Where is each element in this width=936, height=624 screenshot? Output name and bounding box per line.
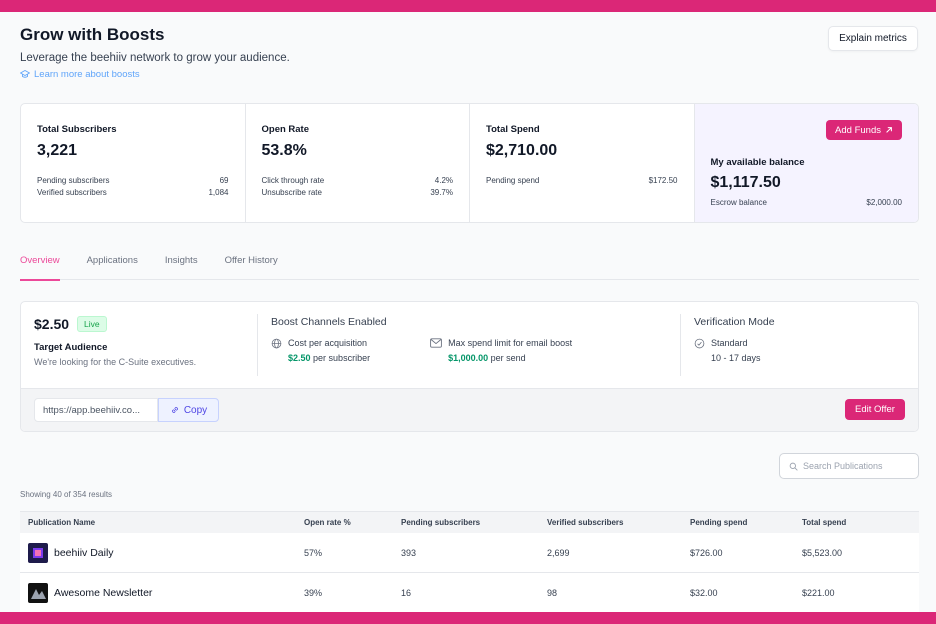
page-subtitle: Leverage the beehiiv network to grow you… bbox=[20, 52, 290, 64]
stat-label: Total Subscribers bbox=[37, 124, 117, 135]
copy-button[interactable]: Copy bbox=[158, 398, 219, 422]
cpa-value: $2.50 bbox=[288, 353, 311, 363]
status-badge: Live bbox=[77, 316, 107, 332]
offer-price-section: $2.50 Live Target Audience We're looking… bbox=[21, 314, 258, 376]
cell-total-spend: $5,523.00 bbox=[802, 547, 843, 558]
stat-value: $1,117.50 bbox=[710, 174, 781, 191]
cell-pending-spend: $726.00 bbox=[690, 547, 723, 558]
cell-verified-subscribers: 98 bbox=[547, 587, 558, 598]
tab-applications[interactable]: Applications bbox=[86, 255, 138, 266]
channels-title: Boost Channels Enabled bbox=[271, 316, 387, 328]
table-row[interactable]: Awesome Newsletter 39% 16 98 $32.00 $221… bbox=[20, 573, 919, 612]
target-audience-text: We're looking for the C-Suite executives… bbox=[34, 357, 197, 367]
learn-more-label: Learn more about boosts bbox=[34, 69, 140, 80]
balance-card: Add Funds My available balance $1,117.50… bbox=[694, 104, 918, 222]
publications-table: Publication Name Open rate % Pending sub… bbox=[20, 511, 919, 612]
envelope-icon bbox=[430, 338, 442, 348]
verification-mode-label: Standard bbox=[711, 338, 748, 348]
open-rate-card: Open Rate 53.8% Click through rate 4.2% U… bbox=[246, 104, 470, 222]
cell-verified-subscribers: 2,699 bbox=[547, 547, 570, 558]
tab-bar: Overview Applications Insights Offer His… bbox=[20, 255, 919, 281]
column-header[interactable]: Pending subscribers bbox=[401, 518, 481, 527]
stat-row: Escrow balance $2,000.00 bbox=[710, 198, 903, 207]
column-header[interactable]: Pending spend bbox=[690, 518, 748, 527]
verification-section: Verification Mode Standard 10 - 17 days bbox=[681, 314, 918, 388]
cell-open-rate: 39% bbox=[304, 587, 323, 598]
publication-thumbnail bbox=[28, 582, 48, 603]
cpa-suffix: per subscriber bbox=[313, 353, 371, 363]
table-header: Publication Name Open rate % Pending sub… bbox=[20, 511, 919, 533]
stats-panel: Total Subscribers 3,221 Pending subscrib… bbox=[20, 103, 919, 223]
email-channel: Max spend limit for email boost $1,000.0… bbox=[430, 338, 572, 363]
publication-thumbnail bbox=[28, 542, 48, 563]
offer-panel: $2.50 Live Target Audience We're looking… bbox=[20, 301, 919, 432]
tab-insights[interactable]: Insights bbox=[164, 255, 198, 266]
email-value: $1,000.00 bbox=[448, 353, 489, 363]
email-label: Max spend limit for email boost bbox=[448, 338, 573, 348]
stat-row: Pending subscribers 69 bbox=[37, 176, 229, 185]
globe-icon bbox=[271, 338, 282, 349]
publication-name: beehiiv Daily bbox=[54, 546, 114, 559]
cell-pending-subscribers: 393 bbox=[401, 547, 417, 558]
copy-label: Copy bbox=[183, 404, 208, 416]
table-row[interactable]: beehiiv Daily 57% 393 2,699 $726.00 $5,5… bbox=[20, 533, 919, 573]
offer-url-field[interactable]: https://app.beehiiv.co... bbox=[34, 398, 158, 422]
cpa-label: Cost per acquisition bbox=[288, 338, 368, 348]
cpa-channel: Cost per acquisition $2.50 per subscribe… bbox=[271, 338, 370, 363]
cell-total-spend: $221.00 bbox=[802, 587, 835, 598]
total-spend-card: Total Spend $2,710.00 Pending spend $172.… bbox=[470, 104, 695, 222]
learn-more-link[interactable]: Learn more about boosts bbox=[20, 69, 140, 80]
stat-value: 53.8% bbox=[261, 142, 307, 159]
column-header[interactable]: Verified subscribers bbox=[547, 518, 624, 527]
tab-offer-history[interactable]: Offer History bbox=[224, 255, 278, 266]
edit-offer-button[interactable]: Edit Offer bbox=[845, 399, 905, 420]
cell-open-rate: 57% bbox=[304, 547, 323, 558]
stat-label: Total Spend bbox=[486, 124, 540, 135]
boost-channels-section: Boost Channels Enabled Cost per acquisit… bbox=[258, 314, 681, 376]
arrow-up-right-icon bbox=[886, 127, 892, 133]
offer-price: $2.50 bbox=[34, 316, 70, 332]
email-suffix: per send bbox=[490, 353, 526, 363]
verification-days: 10 - 17 days bbox=[711, 353, 761, 363]
cell-pending-subscribers: 16 bbox=[401, 587, 412, 598]
search-input[interactable] bbox=[803, 461, 913, 471]
add-funds-label: Add Funds bbox=[835, 124, 881, 136]
column-header[interactable]: Publication Name bbox=[28, 518, 96, 527]
stat-row: Click through rate 4.2% bbox=[261, 176, 454, 185]
column-header[interactable]: Open rate % bbox=[304, 518, 351, 527]
add-funds-button[interactable]: Add Funds bbox=[826, 120, 902, 140]
total-subscribers-card: Total Subscribers 3,221 Pending subscrib… bbox=[21, 104, 246, 222]
search-box[interactable] bbox=[779, 453, 919, 479]
offer-actions-bar: https://app.beehiiv.co... Copy Edit Offe… bbox=[21, 388, 918, 431]
target-audience-label: Target Audience bbox=[34, 342, 108, 353]
stat-label: Open Rate bbox=[261, 124, 310, 135]
explain-metrics-button[interactable]: Explain metrics bbox=[828, 26, 918, 51]
stat-value: 3,221 bbox=[37, 142, 78, 159]
search-icon bbox=[789, 462, 798, 471]
results-count: Showing 40 of 354 results bbox=[20, 490, 113, 499]
tab-overview[interactable]: Overview bbox=[20, 255, 60, 281]
verification-mode: Standard 10 - 17 days bbox=[694, 338, 905, 363]
stat-row: Pending spend $172.50 bbox=[486, 176, 678, 185]
stat-row: Verified subscribers 1,084 bbox=[37, 188, 229, 197]
stat-label: My available balance bbox=[710, 157, 805, 168]
cell-pending-spend: $32.00 bbox=[690, 587, 718, 598]
publication-name: Awesome Newsletter bbox=[54, 586, 153, 599]
verification-title: Verification Mode bbox=[694, 316, 775, 328]
stat-row: Unsubscribe rate 39.7% bbox=[261, 188, 454, 197]
boosts-page: Grow with Boosts Leverage the beehiiv ne… bbox=[0, 12, 936, 612]
stat-value: $2,710.00 bbox=[486, 142, 558, 159]
page-title: Grow with Boosts bbox=[20, 25, 165, 44]
check-circle-icon bbox=[694, 338, 705, 349]
graduation-cap-icon bbox=[20, 70, 30, 78]
column-header[interactable]: Total spend bbox=[802, 518, 847, 527]
link-icon bbox=[171, 407, 178, 413]
